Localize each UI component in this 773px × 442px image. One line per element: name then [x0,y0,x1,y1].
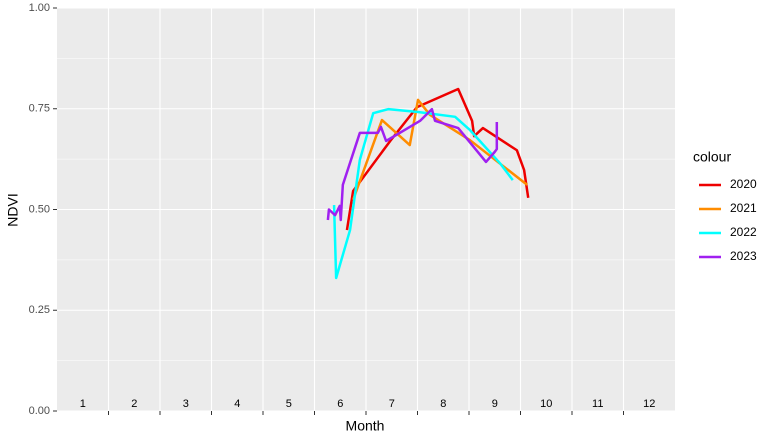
x-tick-label: 2 [131,398,137,410]
x-tick-label: 8 [440,398,446,410]
legend-label: 2023 [730,249,757,263]
line [332,107,514,280]
y-tick-label: 0.25 [29,304,50,316]
y-tick-label: 0.00 [29,405,50,417]
line [326,107,499,222]
y-tick-label: 0.75 [29,103,50,115]
x-tick-label: 11 [592,398,603,410]
x-tick-label: 3 [183,398,189,410]
x-tick-label: 9 [492,398,498,410]
y-tick-label: 1.00 [29,2,50,14]
x-tick-label: 10 [540,398,552,410]
line [345,87,530,231]
legend-title: colour [693,149,731,165]
x-tick-label: 4 [234,398,240,410]
y-axis-title: NDVI [5,193,21,226]
legend-label: 2020 [730,177,757,191]
legend-label: 2022 [730,225,757,239]
y-tick-label: 0.50 [29,203,50,215]
x-axis-title: Month [346,418,385,434]
x-tick-label: 7 [389,398,395,410]
x-tick-label: 5 [286,398,292,410]
legend-label: 2021 [730,201,757,215]
line [351,98,528,201]
x-tick-label: 6 [337,398,343,410]
x-tick-label: 12 [643,398,655,410]
x-tick-label: 1 [80,398,86,410]
